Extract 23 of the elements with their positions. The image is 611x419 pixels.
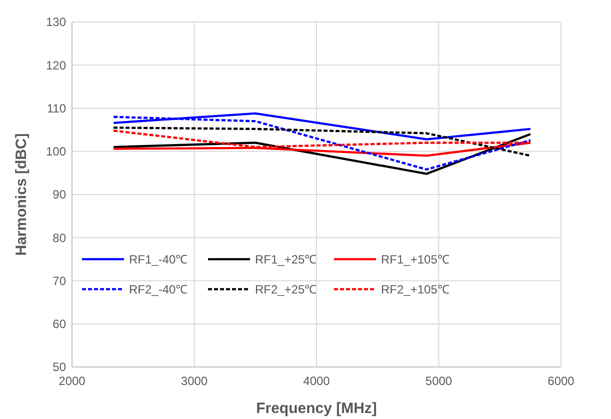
y-tick-label: 130 [46,15,66,30]
y-tick-label: 110 [46,101,66,116]
legend-label: RF2_+25℃ [255,282,317,296]
y-tick-label: 80 [52,230,66,245]
legend-label: RF2_-40℃ [129,282,188,296]
x-axis-title: Frequency [MHz] [256,400,377,417]
x-tick-label: 5000 [425,374,452,388]
legend-label: RF1_+105℃ [381,252,450,266]
x-tick-label: 4000 [303,374,330,388]
legend-label: RF1_+25℃ [255,252,317,266]
line-series [112,116,532,171]
y-tick-label: 120 [46,58,66,72]
y-tick-label: 50 [52,360,66,374]
y-tick-label: 100 [46,144,66,159]
legend-label: RF2_+105℃ [381,282,450,296]
x-tick-label: 6000 [548,374,575,388]
y-tick-label: 90 [52,188,66,202]
legend-label: RF1_-40℃ [129,252,188,266]
y-axis-title: Harmonics [dBC] [13,133,30,256]
x-tick-label: 2000 [58,374,86,388]
x-tick-label: 3000 [180,374,208,388]
y-tick-label: 60 [52,317,66,332]
y-tick-label: 70 [52,274,66,288]
